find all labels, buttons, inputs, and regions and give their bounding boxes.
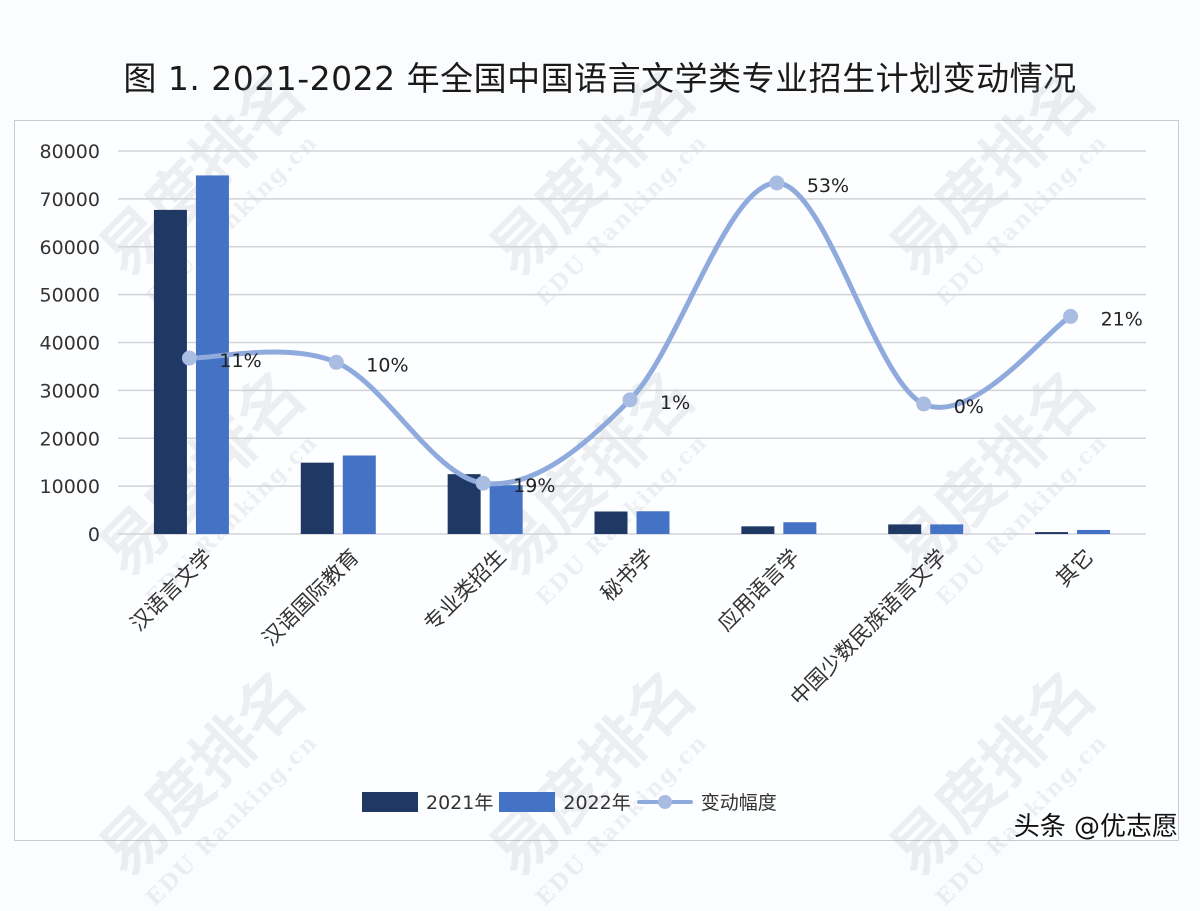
- change-data-label: 0%: [954, 396, 984, 418]
- x-category-label: 秘书学: [596, 545, 658, 607]
- change-marker: [1063, 308, 1079, 324]
- legend-item-2022: 2022年: [499, 788, 631, 815]
- legend-swatch-2022: [499, 791, 556, 812]
- legend-swatch-2021: [362, 791, 418, 812]
- bar-2022: [636, 511, 670, 534]
- x-category-label: 汉语国际教育: [258, 545, 364, 651]
- y-tick-label: 80000: [40, 141, 100, 163]
- change-marker: [916, 396, 932, 412]
- change-data-label: 53%: [807, 175, 849, 197]
- y-tick-label: 40000: [40, 333, 100, 355]
- x-category-label: 中国少数民族语言文学: [786, 545, 951, 710]
- y-tick-label: 50000: [40, 285, 100, 307]
- x-category-label: 其它: [1051, 545, 1098, 592]
- x-category-label: 汉语言文学: [126, 545, 217, 636]
- legend-item-change: 变动幅度: [636, 788, 777, 815]
- bar-2021: [153, 209, 187, 535]
- bar-2022: [489, 485, 523, 534]
- bar-2022: [930, 524, 964, 534]
- y-tick-label: 20000: [40, 428, 100, 450]
- change-marker: [769, 175, 785, 191]
- bar-2021: [888, 524, 922, 534]
- chart-title: 图 1. 2021-2022 年全国中国语言文学类专业招生计划变动情况: [123, 59, 1077, 98]
- change-data-label: 10%: [366, 354, 408, 376]
- y-tick-label: 30000: [40, 380, 100, 402]
- change-marker: [475, 475, 491, 491]
- legend-line-marker-icon: [636, 792, 693, 812]
- combo-chart: 0 10000 20000 30000 40000 50000 60000 70000 8000…: [40, 141, 1146, 710]
- bar-2021: [447, 474, 481, 534]
- bar-2022: [1077, 529, 1111, 534]
- x-category-label: 应用语言学: [713, 545, 804, 636]
- change-data-label: 19%: [513, 475, 555, 497]
- y-tick-label: 10000: [40, 476, 100, 498]
- chart-legend: 2021年 2022年 变动幅度: [362, 788, 783, 815]
- change-marker: [622, 392, 638, 408]
- source-credit: 头条 @优志愿: [1013, 812, 1178, 842]
- change-data-label: 11%: [219, 350, 261, 372]
- bar-2022: [783, 522, 817, 534]
- legend-label-2021: 2021年: [426, 792, 494, 814]
- bar-2021: [741, 526, 775, 534]
- x-category-label: 专业类招生: [419, 545, 510, 636]
- bar-2021: [300, 462, 334, 534]
- y-tick-label: 70000: [40, 189, 100, 211]
- legend-label-2022: 2022年: [563, 792, 631, 814]
- legend-item-2021: 2021年: [362, 788, 493, 815]
- bar-2021: [1035, 532, 1069, 534]
- legend-label-change: 变动幅度: [700, 792, 777, 814]
- bar-2022: [342, 455, 376, 534]
- y-tick-label: 0: [88, 524, 100, 546]
- change-marker: [181, 350, 197, 366]
- change-data-label: 1%: [660, 392, 690, 414]
- bar-2021: [594, 511, 628, 534]
- change-data-label: 21%: [1101, 308, 1143, 330]
- y-tick-label: 60000: [40, 237, 100, 259]
- change-marker: [328, 354, 344, 370]
